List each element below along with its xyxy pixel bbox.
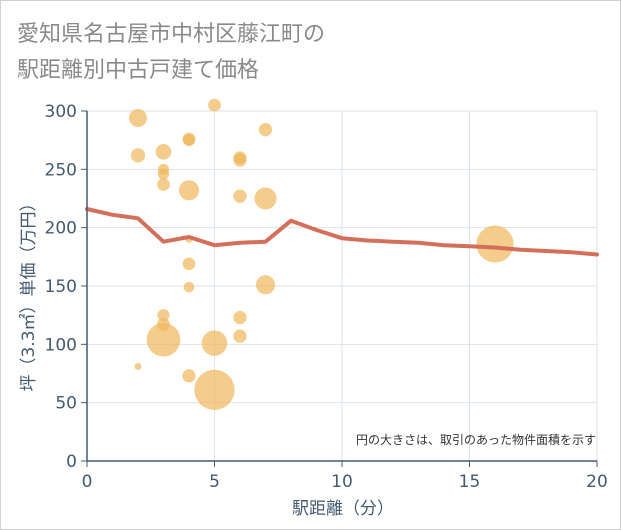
y-tick-label: 50: [55, 394, 77, 414]
data-bubble: [182, 369, 196, 383]
grid-lines: [86, 110, 598, 462]
data-bubble: [157, 309, 170, 322]
y-tick-label: 300: [45, 102, 77, 122]
bubble-series: [129, 98, 514, 410]
data-bubble: [178, 180, 200, 201]
y-tick-label: 150: [45, 277, 77, 297]
average-price-line: [85, 207, 599, 257]
data-bubble: [182, 134, 196, 147]
data-bubble: [258, 122, 273, 137]
y-tick-label: 250: [45, 160, 77, 180]
data-bubble: [233, 189, 247, 203]
data-bubble: [130, 148, 146, 163]
x-tick-label: 20: [586, 472, 608, 492]
data-bubble: [157, 178, 170, 191]
data-bubble: [155, 144, 172, 160]
y-tick-label: 100: [45, 335, 77, 355]
y-axis-label: 坪（3.3㎡）単価（万円）: [19, 194, 39, 391]
average-line-series: [85, 207, 599, 257]
data-bubble: [233, 153, 247, 167]
data-bubble: [182, 257, 196, 271]
chart-title-line-1: 愛知県名古屋市中村区藤江町の: [17, 22, 325, 47]
x-tick-label: 5: [209, 472, 220, 492]
data-bubble: [254, 187, 277, 210]
data-bubble: [146, 322, 181, 357]
x-tick-label: 10: [331, 472, 353, 492]
x-axis-label: 駅距離（分）: [292, 499, 394, 519]
x-tick-label: 0: [82, 472, 93, 492]
size-note: 円の大きさは、取引のあった物件面積を示す: [356, 432, 596, 447]
chart-title-line-2: 駅距離別中古戸建て価格: [17, 58, 259, 83]
data-bubble: [157, 168, 170, 180]
x-tick-label: 15: [459, 472, 481, 492]
data-bubble: [208, 98, 221, 112]
data-bubble: [194, 369, 235, 410]
data-bubble: [134, 363, 142, 370]
data-bubble: [233, 310, 247, 325]
data-bubble: [201, 330, 228, 356]
y-tick-label: 0: [66, 452, 77, 472]
data-bubble: [255, 275, 276, 295]
y-tick-label: 200: [45, 219, 77, 239]
data-bubble: [476, 225, 514, 263]
data-bubble: [233, 329, 247, 343]
data-bubble: [129, 109, 147, 127]
axes: 0 50 100 150 200 250 300 0 5 10 15 20: [45, 102, 608, 492]
data-bubble: [183, 281, 195, 293]
